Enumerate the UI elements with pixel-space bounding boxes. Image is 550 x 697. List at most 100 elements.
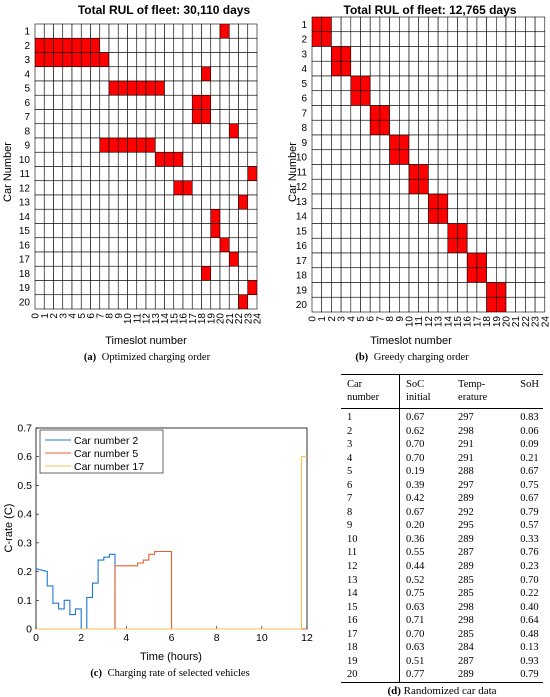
panel-b-cell: [535, 76, 545, 91]
table-cell: 0.79: [514, 506, 543, 520]
panel-a-cell: [100, 181, 109, 195]
panel-a-cell: [174, 167, 183, 181]
panel-a-cell: [229, 209, 238, 223]
panel-a-cell: [174, 124, 183, 138]
panel-c-y-label: C-rate (C): [3, 504, 15, 553]
panel-a-cell: [183, 295, 192, 309]
panel-b-cell: [380, 61, 390, 76]
table-cell: 4: [341, 452, 400, 466]
panel-a-cell: [44, 67, 53, 81]
panel-b-cell: [438, 194, 448, 209]
panel-b-cell: [487, 224, 497, 239]
panel-b-cell: [390, 165, 400, 180]
panel-a-cell: [192, 67, 201, 81]
panel-a-cell: [91, 167, 100, 181]
panel-b-cell: [409, 165, 419, 180]
table-cell: 14: [341, 587, 400, 601]
panel-a-cell: [81, 295, 90, 309]
panel-a-cell: [220, 124, 229, 138]
panel-b-cell: [496, 150, 506, 165]
panel-b-cell: [380, 17, 390, 32]
panel-a-cell: [146, 110, 155, 124]
panel-b-cell: [428, 224, 438, 239]
panel-a-cell: [220, 95, 229, 109]
panel-b-cell: [496, 165, 506, 180]
panel-a-cell: [239, 181, 248, 195]
panel-a-cell: [220, 295, 229, 309]
panel-b-cell: [525, 224, 535, 239]
panel-a-cell: [146, 195, 155, 209]
panel-a-cell: [109, 266, 118, 280]
panel-a-cell: [137, 138, 146, 152]
panel-a-cell: [128, 224, 137, 238]
panel-b-cell: [390, 17, 400, 32]
panel-b-cell: [312, 165, 322, 180]
panel-b-cell: [438, 238, 448, 253]
panel-a-cell: [165, 195, 174, 209]
panel-b-cell: [487, 238, 497, 253]
panel-a-cell: [202, 266, 211, 280]
panel-b-cell: [370, 32, 380, 47]
table-cell: 289: [452, 492, 514, 506]
panel-b-cell: [409, 179, 419, 194]
panel-a-cell: [63, 95, 72, 109]
panel-b-cell: [535, 194, 545, 209]
panel-b-cell: [361, 150, 371, 165]
panel-b-cell: [331, 76, 341, 91]
panel-a-cell: [63, 224, 72, 238]
panel-a-cell: [211, 138, 220, 152]
panel-b-cell: [370, 179, 380, 194]
panel-b-cell: [516, 209, 526, 224]
panel-b-y-label: Car Number: [287, 142, 299, 202]
panel-a-cell: [211, 110, 220, 124]
panel-a-cell: [146, 53, 155, 67]
panel-a-cell: [220, 81, 229, 95]
table-cell: 2: [341, 425, 400, 439]
panel-a-cell: [174, 209, 183, 223]
panel-a-y-tick-label: 11: [20, 169, 31, 180]
panel-b-cell: [312, 179, 322, 194]
panel-a-y-tick-label: 18: [19, 269, 31, 280]
panel-d-table-panel: Car number SoC initial Temp-erature SoH …: [341, 374, 543, 684]
table-cell: 0.70: [400, 628, 453, 642]
panel-b-cell: [487, 106, 497, 121]
table-cell: 0.23: [514, 560, 543, 574]
panel-a-cell: [54, 209, 63, 223]
panel-b-cell: [458, 135, 468, 150]
panel-a-cell: [81, 209, 90, 223]
panel-b-cell: [467, 297, 477, 312]
panel-b-cell: [535, 268, 545, 283]
panel-c-x-tick-label: 10: [256, 632, 268, 644]
panel-a-cell: [109, 167, 118, 181]
panel-a-cell: [165, 67, 174, 81]
car-data-table: Car number SoC initial Temp-erature SoH …: [341, 374, 543, 683]
panel-a-cell: [155, 266, 164, 280]
panel-b-cell: [448, 106, 458, 121]
panel-b-cell: [477, 209, 487, 224]
panel-b-cell: [467, 209, 477, 224]
panel-b-cell: [390, 297, 400, 312]
panel-a-cell: [183, 181, 192, 195]
panel-a-cell: [229, 167, 238, 181]
panel-b-cell: [351, 150, 361, 165]
panel-b-cell: [361, 165, 371, 180]
panel-a-cell: [128, 252, 137, 266]
panel-a-cell: [192, 38, 201, 52]
panel-a-cell: [44, 110, 53, 124]
panel-b-cell: [496, 224, 506, 239]
panel-a-cell: [35, 295, 44, 309]
panel-a-cell: [35, 224, 44, 238]
panel-a-cell: [100, 24, 109, 38]
table-cell: 0.36: [400, 533, 453, 547]
panel-a-cell: [128, 181, 137, 195]
panel-b-cell: [361, 283, 371, 298]
panel-a-y-tick-label: 10: [19, 155, 31, 166]
panel-a-cell: [128, 110, 137, 124]
panel-b-y-tick-label: 16: [296, 241, 308, 252]
panel-b-cell: [506, 150, 516, 165]
panel-b-cell: [477, 268, 487, 283]
panel-a-cell: [239, 224, 248, 238]
